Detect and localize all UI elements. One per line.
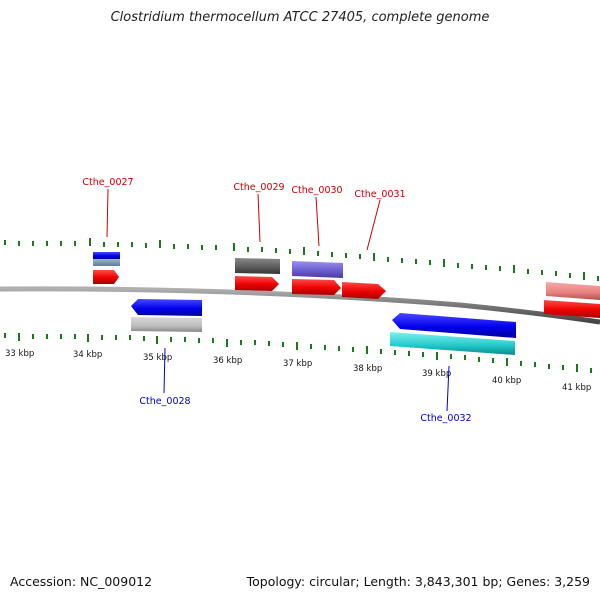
ruler-label-33kbp: 33 kbp <box>5 349 34 359</box>
label-leader-0029 <box>257 193 261 243</box>
label-leader-0028 <box>163 347 166 394</box>
ruler-label-41kbp: 41 kbp <box>562 383 591 393</box>
gene-arrow-reverse <box>392 313 516 338</box>
gene-arrow-forward <box>342 282 386 299</box>
gene-label-cthe-0032[interactable]: Cthe_0032 <box>420 413 471 424</box>
gene-partial-right[interactable] <box>544 282 600 318</box>
gene-arrow-forward <box>93 270 119 284</box>
ruler-label-36kbp: 36 kbp <box>213 356 242 366</box>
gene-cthe-0029[interactable] <box>235 258 280 291</box>
cog-bar-pink <box>546 282 600 300</box>
gene-cthe-0031[interactable] <box>342 282 386 299</box>
gene-label-cthe-0030[interactable]: Cthe_0030 <box>291 185 342 196</box>
ruler-label-34kbp: 34 kbp <box>73 350 102 360</box>
genome-backbone <box>0 286 600 325</box>
ruler-label-39kbp: 39 kbp <box>422 369 451 379</box>
gene-label-cthe-0027[interactable]: Cthe_0027 <box>82 177 133 188</box>
label-leader-0032 <box>446 365 450 412</box>
cog-bar-blue <box>93 252 120 259</box>
label-leader-0027 <box>106 188 109 238</box>
gene-cthe-0028[interactable] <box>131 299 202 332</box>
gene-label-cthe-0028[interactable]: Cthe_0028 <box>139 396 190 407</box>
gene-label-cthe-0029[interactable]: Cthe_0029 <box>233 182 284 193</box>
gene-label-cthe-0031[interactable]: Cthe_0031 <box>354 189 405 200</box>
cog-bar-gray <box>131 317 202 332</box>
cog-bar-gray <box>235 258 280 274</box>
ruler-label-38kbp: 38 kbp <box>353 364 382 374</box>
gene-cthe-0027[interactable] <box>93 252 120 284</box>
cog-bar-cyan <box>390 332 515 355</box>
label-leader-0031 <box>366 199 381 251</box>
gene-cthe-0030[interactable] <box>292 261 343 295</box>
label-leader-0030 <box>315 196 320 247</box>
kbp-ruler: 33 kbp 34 kbp 35 kbp 36 kbp 37 kbp 38 kb… <box>5 349 591 393</box>
gene-arrow-forward <box>544 300 600 318</box>
gene-arrow-forward <box>235 276 279 291</box>
gene-arrow-reverse <box>131 299 202 316</box>
cog-bar-purple <box>292 261 343 278</box>
reverse-tick-track <box>4 333 592 373</box>
cog-bar-steel <box>93 259 120 266</box>
ruler-label-40kbp: 40 kbp <box>492 376 521 386</box>
ruler-label-35kbp: 35 kbp <box>143 353 172 363</box>
ruler-label-37kbp: 37 kbp <box>283 359 312 369</box>
accession-text: Accession: NC_009012 <box>10 574 153 589</box>
forward-tick-track <box>4 238 599 281</box>
genome-summary-text: Topology: circular; Length: 3,843,301 bp… <box>246 574 590 589</box>
gene-arrow-forward <box>292 279 341 295</box>
map-title: Clostridium thermocellum ATCC 27405, com… <box>110 10 490 25</box>
gene-cthe-0032[interactable] <box>390 313 516 355</box>
